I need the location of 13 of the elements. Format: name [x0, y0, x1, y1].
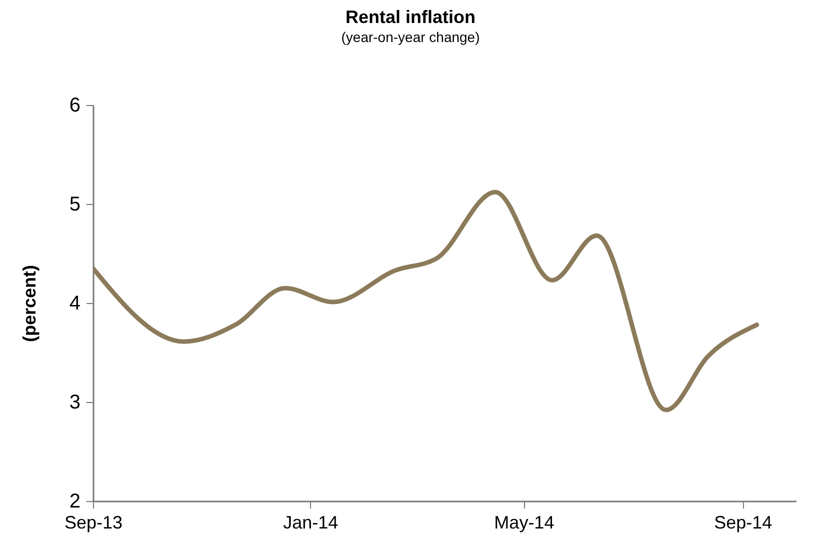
- chart-subtitle: (year-on-year change): [341, 29, 480, 45]
- chart-title: Rental inflation: [346, 7, 476, 27]
- y-tick-label: 2: [69, 490, 80, 512]
- y-axis-title: (percent): [19, 264, 40, 342]
- x-tick-label: Sep-13: [64, 512, 123, 532]
- y-tick-label: 5: [69, 194, 80, 216]
- y-tick-label: 3: [69, 392, 80, 414]
- x-tick-label: May-14: [494, 512, 554, 532]
- y-tick-label: 6: [69, 94, 80, 116]
- line-series: [93, 190, 760, 412]
- y-tick-label: 4: [69, 292, 80, 314]
- x-tick-label: Jan-14: [283, 512, 338, 532]
- x-tick-label: Sep-14: [714, 512, 772, 532]
